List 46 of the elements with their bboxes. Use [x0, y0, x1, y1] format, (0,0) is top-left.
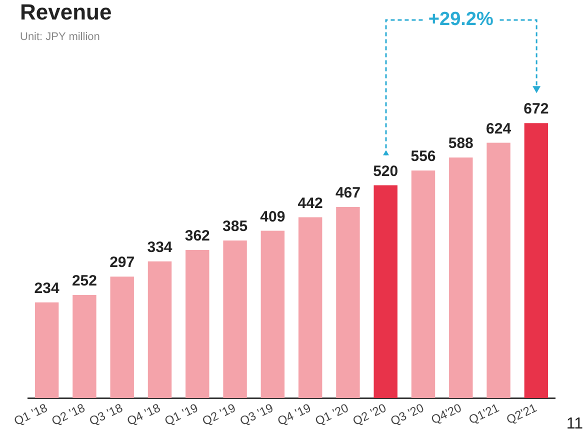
bar	[223, 240, 247, 398]
text: 11	[566, 415, 584, 432]
x-tick-label: Q2'21	[504, 400, 540, 427]
x-tick-label: Q3 '19	[238, 400, 276, 428]
text: +29.2%	[428, 9, 494, 30]
data-label: 672	[524, 100, 549, 118]
x-tick-label: Q2 '19	[200, 400, 238, 428]
data-label: 556	[410, 148, 436, 166]
data-label: 442	[298, 194, 323, 212]
x-tick-label: Q4'20	[428, 400, 464, 427]
x-tick-label: Q1 '18	[12, 400, 50, 428]
x-tick-label: Q1'21	[466, 400, 502, 427]
bar	[374, 185, 398, 398]
bar	[260, 230, 285, 398]
x-tick-label: Q2 '20	[350, 400, 389, 428]
bar	[486, 142, 510, 398]
bar	[110, 276, 134, 398]
data-label: 409	[260, 208, 286, 226]
bar	[148, 261, 172, 398]
x-tick-label: Q4 '19	[275, 400, 314, 428]
bar	[298, 217, 322, 398]
x-tick-label: Q1 '20	[313, 400, 351, 428]
x-tick-label: Q1 '19	[162, 400, 200, 428]
data-label: 252	[72, 272, 97, 290]
x-tick-label: Q2 '18	[50, 400, 88, 428]
bar	[411, 170, 436, 398]
bar	[336, 206, 360, 398]
data-label: 588	[448, 135, 474, 152]
x-tick-label: Q4 '18	[124, 400, 163, 428]
chart-subtitle: Unit: JPY million	[20, 31, 100, 44]
bar	[34, 302, 59, 398]
data-label: 624	[486, 120, 512, 138]
bar	[449, 157, 473, 398]
data-label: 520	[373, 162, 398, 180]
data-label: 362	[184, 228, 210, 245]
data-label: 297	[110, 254, 135, 272]
data-label: 334	[147, 239, 173, 256]
bar	[186, 250, 210, 398]
chart-title: Revenue	[20, 0, 112, 24]
data-label: 234	[34, 280, 60, 298]
x-tick-label: Q3 '20	[388, 400, 426, 428]
data-label: 467	[335, 184, 360, 202]
bar	[72, 295, 96, 398]
bar	[524, 123, 548, 398]
data-label: 385	[222, 218, 248, 236]
x-tick-label: Q3 '18	[87, 400, 126, 428]
